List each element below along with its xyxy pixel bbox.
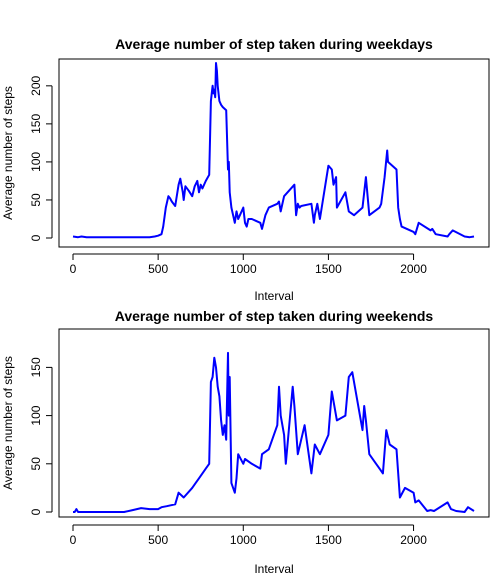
x-tick-label: 500: [148, 533, 168, 547]
weekday-chart: Average number of step taken during week…: [1, 36, 490, 303]
weekend-chart: Average number of step taken during week…: [1, 308, 490, 576]
y-tick-label: 50: [29, 457, 43, 471]
y-tick-label: 100: [29, 152, 43, 172]
x-axis-label: Interval: [254, 289, 293, 303]
plot-box: [58, 58, 490, 248]
y-tick-label: 0: [29, 234, 43, 241]
y-tick-label: 0: [29, 508, 43, 515]
x-axis-label: Interval: [254, 562, 293, 576]
x-tick-label: 1000: [230, 533, 257, 547]
x-tick-label: 500: [148, 262, 168, 276]
x-axis: 0 500 1000 1500 2000: [70, 524, 427, 547]
y-axis-label: Average number of steps: [1, 86, 15, 220]
y-axis: 0 50 100 150 200: [29, 75, 53, 241]
y-tick-label: 200: [29, 75, 43, 95]
x-tick-label: 2000: [400, 262, 427, 276]
x-tick-label: 1500: [315, 533, 342, 547]
x-axis: 0 500 1000 1500 2000: [70, 253, 427, 276]
x-tick-label: 0: [70, 533, 77, 547]
series-lines: [73, 351, 475, 513]
x-tick-label: 1000: [230, 262, 257, 276]
series-lines: [72, 62, 475, 239]
y-axis-label: Average number of steps: [1, 356, 15, 490]
chart-title: Average number of step taken during week…: [115, 308, 434, 324]
y-tick-label: 50: [29, 193, 43, 207]
x-tick-label: 2000: [400, 533, 427, 547]
y-tick-label: 150: [29, 114, 43, 134]
y-tick-label: 150: [29, 357, 43, 377]
plot-box: [58, 328, 490, 518]
y-tick-label: 100: [29, 405, 43, 425]
y-axis: 0 50 100 150: [29, 357, 53, 515]
x-tick-label: 0: [70, 262, 77, 276]
series-line: [72, 62, 475, 239]
series-line: [73, 351, 475, 513]
chart-title: Average number of step taken during week…: [115, 36, 433, 52]
x-tick-label: 1500: [315, 262, 342, 276]
